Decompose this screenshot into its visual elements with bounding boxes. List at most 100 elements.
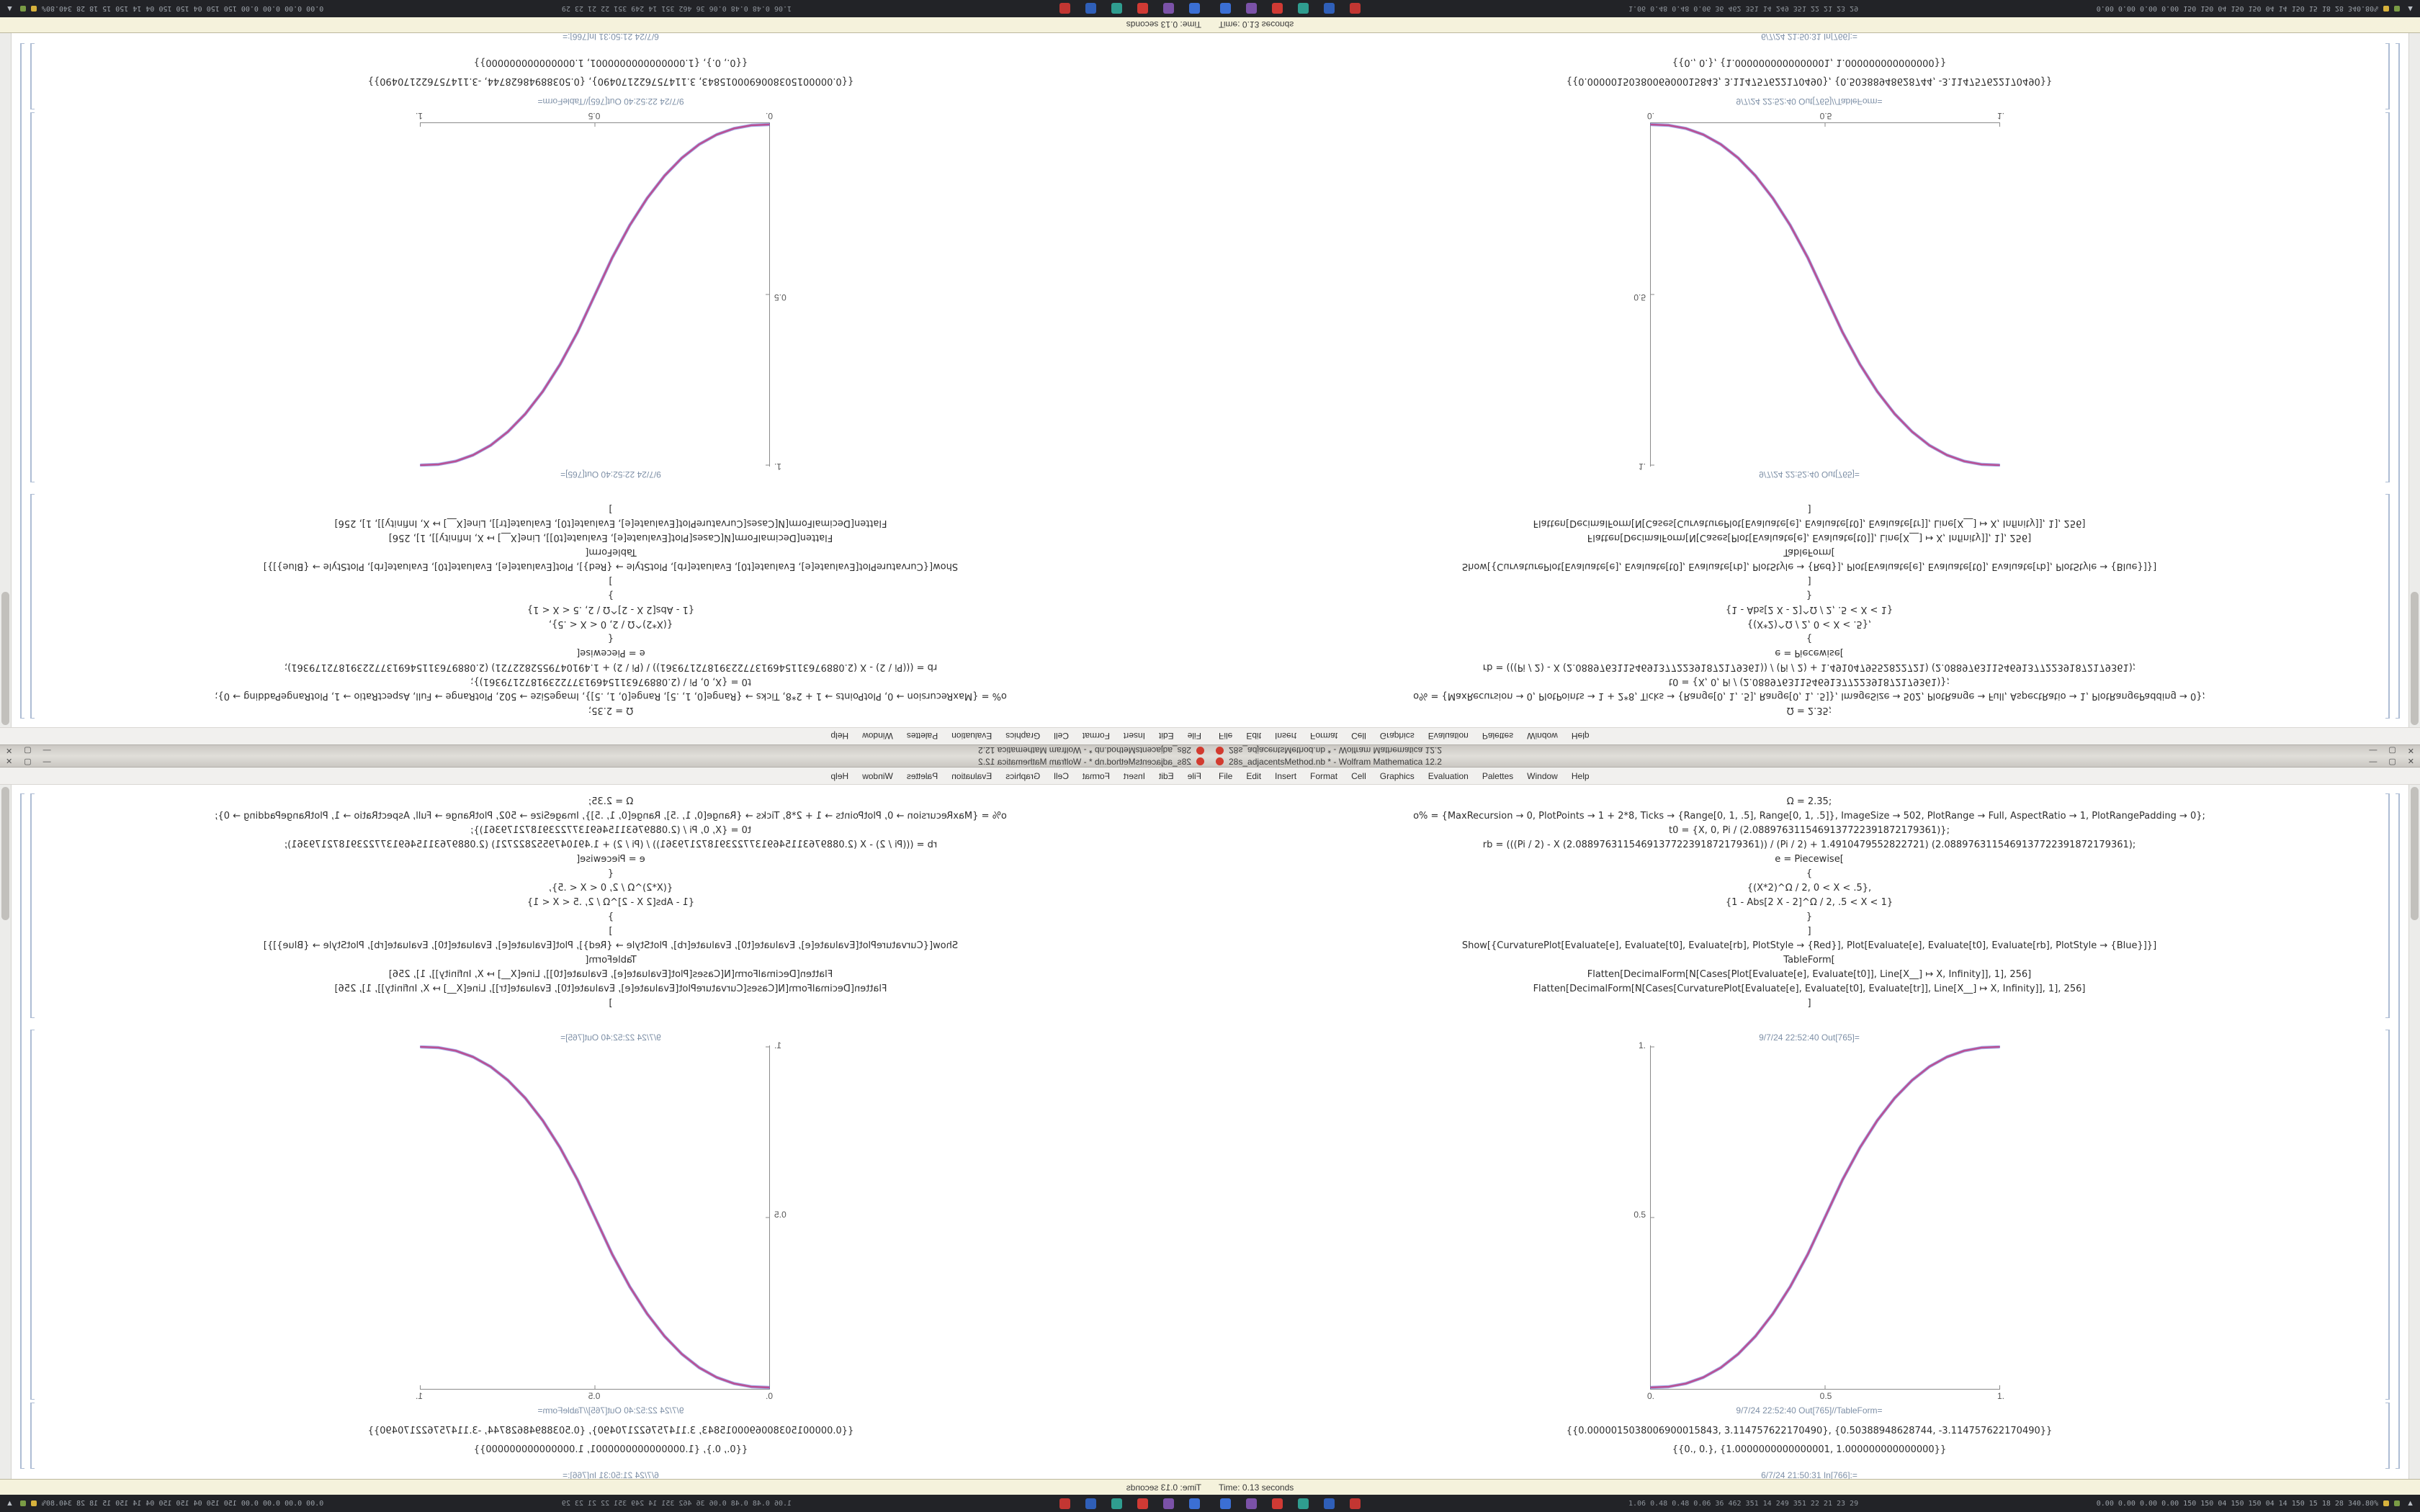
menu-evaluation[interactable]: Evaluation (951, 770, 992, 781)
files-app-icon[interactable] (1189, 1498, 1200, 1509)
cell-bracket-plot[interactable] (2385, 112, 2390, 482)
editor-app-icon[interactable] (1085, 1498, 1096, 1509)
browser-app-icon[interactable] (1137, 1498, 1148, 1509)
editor-app-icon[interactable] (1324, 1498, 1335, 1509)
browser-app-icon[interactable] (1137, 3, 1148, 14)
maximize-button[interactable]: ▢ (24, 757, 32, 766)
mail-app-icon[interactable] (1350, 3, 1361, 14)
menu-window[interactable]: Window (1527, 731, 1558, 742)
browser-app-icon[interactable] (1272, 1498, 1283, 1509)
minimize-button[interactable]: — (42, 757, 51, 766)
scrollbar-thumb[interactable] (2411, 592, 2419, 725)
media-app-icon[interactable] (1163, 3, 1174, 14)
scrollbar-thumb[interactable] (1, 592, 9, 725)
menu-window[interactable]: Window (862, 731, 893, 742)
window-titlebar[interactable]: 28s_adjacentsMethod.nb * - Wolfram Mathe… (1210, 744, 2420, 756)
code-cell[interactable]: Ω = 2.35; o% = {MaxRecursion → 0, PlotPoi… (1210, 501, 2408, 717)
menu-file[interactable]: File (1187, 770, 1201, 781)
mail-app-icon[interactable] (1059, 3, 1070, 14)
cell-bracket-code[interactable] (2385, 494, 2390, 719)
menu-edit[interactable]: Edit (1246, 770, 1262, 781)
editor-app-icon[interactable] (1324, 3, 1335, 14)
tray-indicator-icon[interactable] (2383, 6, 2390, 12)
cell-bracket-code[interactable] (2385, 793, 2390, 1018)
maximize-button[interactable]: ▢ (2388, 757, 2396, 766)
browser-app-icon[interactable] (1272, 3, 1283, 14)
menu-format[interactable]: Format (1310, 770, 1338, 781)
cell-bracket-plot[interactable] (2385, 1030, 2390, 1400)
chat-app-icon[interactable] (1111, 3, 1122, 14)
menu-insert[interactable]: Insert (1275, 770, 1297, 781)
menu-help[interactable]: Help (1571, 770, 1590, 781)
maximize-button[interactable]: ▢ (2388, 746, 2396, 755)
code-cell[interactable]: Ω = 2.35; o% = {MaxRecursion → 0, PlotPoi… (12, 795, 1210, 1011)
cell-bracket-plot[interactable] (30, 112, 35, 482)
cell-bracket-plot[interactable] (30, 1030, 35, 1400)
code-cell[interactable]: Ω = 2.35; o% = {MaxRecursion → 0, PlotPoi… (1210, 795, 2408, 1011)
window-titlebar[interactable]: 28s_adjacentsMethod.nb * - Wolfram Mathe… (0, 756, 1210, 768)
tray-expand-icon[interactable]: ▲ (6, 4, 14, 13)
chat-app-icon[interactable] (1298, 1498, 1309, 1509)
menu-cell[interactable]: Cell (1351, 770, 1366, 781)
menu-palettes[interactable]: Palettes (906, 770, 938, 781)
menu-window[interactable]: Window (862, 770, 893, 781)
files-app-icon[interactable] (1220, 3, 1231, 14)
close-button[interactable]: ✕ (6, 746, 13, 755)
tray-indicator-icon[interactable] (19, 1500, 26, 1506)
menu-format[interactable]: Format (1082, 731, 1110, 742)
maximize-button[interactable]: ▢ (24, 746, 32, 755)
scrollbar-thumb[interactable] (1, 787, 9, 920)
tray-indicator-icon[interactable] (19, 6, 26, 12)
menu-evaluation[interactable]: Evaluation (1428, 731, 1469, 742)
vertical-scrollbar[interactable] (0, 785, 12, 1479)
close-button[interactable]: ✕ (2407, 757, 2414, 766)
tray-indicator-icon[interactable] (2394, 1500, 2401, 1506)
menu-graphics[interactable]: Graphics (1379, 731, 1415, 742)
mail-app-icon[interactable] (1350, 1498, 1361, 1509)
cell-bracket-table[interactable] (2385, 43, 2390, 109)
close-button[interactable]: ✕ (6, 757, 13, 766)
tray-indicator-icon[interactable] (30, 6, 37, 12)
close-button[interactable]: ✕ (2407, 746, 2414, 755)
minimize-button[interactable]: — (2369, 757, 2378, 766)
editor-app-icon[interactable] (1085, 3, 1096, 14)
menu-graphics[interactable]: Graphics (1379, 770, 1415, 781)
menu-format[interactable]: Format (1082, 770, 1110, 781)
menu-cell[interactable]: Cell (1054, 731, 1069, 742)
cell-bracket-table[interactable] (30, 43, 35, 109)
tray-expand-icon[interactable]: ▲ (2406, 4, 2414, 13)
menu-file[interactable]: File (1187, 731, 1201, 742)
tray-indicator-icon[interactable] (30, 1500, 37, 1506)
tray-indicator-icon[interactable] (2383, 1500, 2390, 1506)
menu-insert[interactable]: Insert (1123, 770, 1145, 781)
menu-insert[interactable]: Insert (1123, 731, 1145, 742)
cell-bracket-group[interactable] (2396, 793, 2400, 1469)
cell-bracket-group[interactable] (20, 793, 24, 1469)
vertical-scrollbar[interactable] (0, 33, 12, 727)
menu-graphics[interactable]: Graphics (1005, 770, 1041, 781)
vertical-scrollbar[interactable] (2408, 785, 2420, 1479)
files-app-icon[interactable] (1189, 3, 1200, 14)
menu-file[interactable]: File (1219, 731, 1233, 742)
code-cell[interactable]: Ω = 2.35; o% = {MaxRecursion → 0, PlotPoi… (12, 501, 1210, 717)
cell-bracket-group[interactable] (20, 43, 24, 719)
tray-indicator-icon[interactable] (2394, 6, 2401, 12)
cell-bracket-table[interactable] (2385, 1403, 2390, 1469)
minimize-button[interactable]: — (2369, 746, 2378, 755)
menu-file[interactable]: File (1219, 770, 1233, 781)
menu-edit[interactable]: Edit (1158, 770, 1174, 781)
window-titlebar[interactable]: 28s_adjacentsMethod.nb * - Wolfram Mathe… (0, 744, 1210, 756)
menu-palettes[interactable]: Palettes (906, 731, 938, 742)
vertical-scrollbar[interactable] (2408, 33, 2420, 727)
cell-bracket-table[interactable] (30, 1403, 35, 1469)
minimize-button[interactable]: — (42, 746, 51, 755)
menu-edit[interactable]: Edit (1158, 731, 1174, 742)
menu-window[interactable]: Window (1527, 770, 1558, 781)
menu-evaluation[interactable]: Evaluation (1428, 770, 1469, 781)
chat-app-icon[interactable] (1111, 1498, 1122, 1509)
chat-app-icon[interactable] (1298, 3, 1309, 14)
media-app-icon[interactable] (1246, 3, 1257, 14)
menu-help[interactable]: Help (830, 731, 849, 742)
cell-bracket-code[interactable] (30, 494, 35, 719)
menu-evaluation[interactable]: Evaluation (951, 731, 992, 742)
